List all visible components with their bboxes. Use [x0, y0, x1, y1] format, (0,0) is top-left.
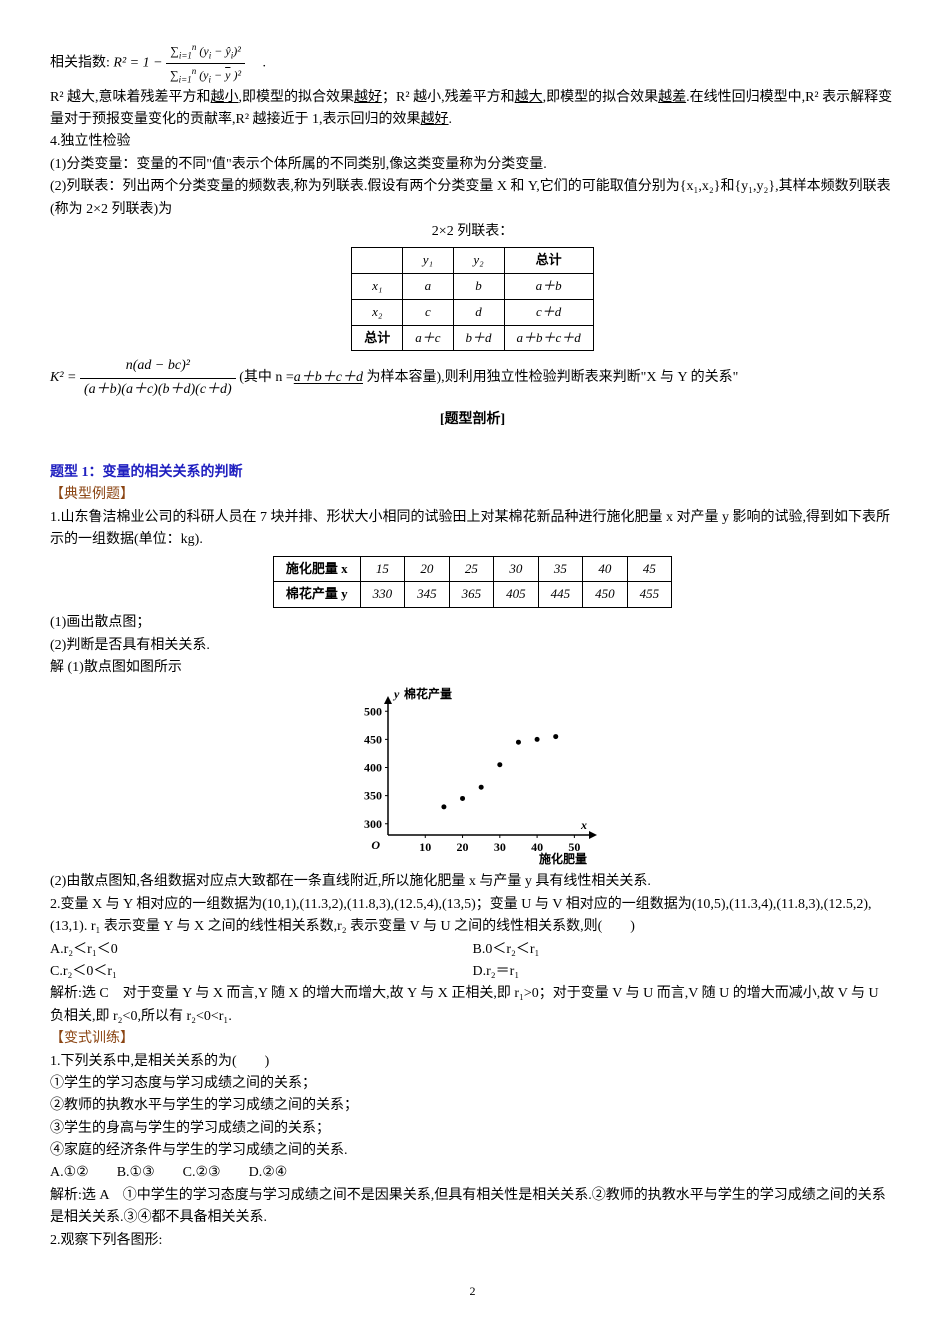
option-d: D.r₂＝r₁: [473, 961, 896, 983]
paragraph-4-1: (1)分类变量：变量的不同"值"表示个体所属的不同类别,像这类变量称为分类变量.: [50, 154, 895, 176]
svg-text:30: 30: [493, 840, 505, 854]
practice-q1-item2: ②教师的执教水平与学生的学习成绩之间的关系；: [50, 1095, 895, 1117]
practice-q1-item3: ③学生的身高与学生的学习成绩之间的关系；: [50, 1118, 895, 1140]
svg-text:400: 400: [364, 761, 382, 775]
option-c: C.r₂＜0＜r₁: [50, 961, 473, 983]
fertilizer-table: 施化肥量 x 15 20 25 30 35 40 45 棉花产量 y 330 3…: [273, 556, 672, 609]
scatter-chart: 3003504004505001020304050Oy棉花产量x施化肥量: [343, 685, 603, 865]
question-2-options-row2: C.r₂＜0＜r₁ D.r₂＝r₁: [50, 961, 895, 983]
solution-1b: (2)由散点图知,各组数据对应点大致都在一条直线附近,所以施化肥量 x 与产量 …: [50, 871, 895, 893]
svg-text:10: 10: [419, 840, 431, 854]
svg-text:350: 350: [364, 789, 382, 803]
svg-text:棉花产量: 棉花产量: [404, 686, 452, 701]
formula-prefix: 相关指数:: [50, 56, 110, 71]
paragraph-r2-explain: R² 越大,意味着残差平方和越小,即模型的拟合效果越好；R² 越小,残差平方和越…: [50, 87, 895, 132]
solution-1: 解 (1)散点图如图所示: [50, 657, 895, 679]
practice-q1: 1.下列关系中,是相关关系的为( ): [50, 1051, 895, 1073]
question-1b: (2)判断是否具有相关关系.: [50, 635, 895, 657]
section-title-analysis: [题型剖析]: [50, 409, 895, 431]
svg-text:x: x: [580, 818, 587, 832]
svg-text:O: O: [371, 838, 380, 852]
svg-text:y: y: [392, 687, 400, 701]
formula-k2: K² = n(ad − bc)² (a＋b)(a＋c)(b＋d)(c＋d) (其…: [50, 355, 895, 401]
formula-fraction: ∑i=1n (yi − ŷi)² ∑i=1n (yi − y )²: [166, 40, 245, 87]
paragraph-4-2: (2)列联表：列出两个分类变量的频数表,称为列联表.假设有两个分类变量 X 和 …: [50, 176, 895, 221]
page-number: 2: [50, 1282, 895, 1301]
practice-q2: 2.观察下列各图形:: [50, 1230, 895, 1252]
solution-2: 解析:选 C 对于变量 Y 与 X 而言,Y 随 X 的增大而增大,故 Y 与 …: [50, 983, 895, 1028]
question-2-options: A.r₂＜r₁＜0 B.0＜r₂＜r₁: [50, 939, 895, 961]
svg-text:施化肥量: 施化肥量: [538, 851, 586, 865]
option-a: A.r₂＜r₁＜0: [50, 939, 473, 961]
practice-label: 【变式训练】: [50, 1028, 895, 1050]
question-2: 2.变量 X 与 Y 相对应的一组数据为(10,1),(11.3,2),(11.…: [50, 894, 895, 939]
svg-text:500: 500: [364, 705, 382, 719]
practice-q1-item4: ④家庭的经济条件与学生的学习成绩之间的关系.: [50, 1140, 895, 1162]
option-b: B.0＜r₂＜r₁: [473, 939, 896, 961]
practice-q1-item1: ①学生的学习态度与学习成绩之间的关系；: [50, 1073, 895, 1095]
practice-q1-options: A.①② B.①③ C.②③ D.②④: [50, 1162, 895, 1184]
example-label: 【典型例题】: [50, 484, 895, 506]
question-1a: (1)画出散点图；: [50, 612, 895, 634]
question-1: 1.山东鲁洁棉业公司的科研人员在 7 块并排、形状大小相同的试验田上对某棉花新品…: [50, 507, 895, 552]
svg-text:20: 20: [456, 840, 468, 854]
svg-text:450: 450: [364, 733, 382, 747]
heading-4: 4.独立性检验: [50, 131, 895, 153]
svg-text:300: 300: [364, 817, 382, 831]
k2-fraction: n(ad − bc)² (a＋b)(a＋c)(b＋d)(c＋d): [80, 355, 236, 401]
table1-caption: 2×2 列联表：: [50, 221, 895, 243]
type1-heading: 题型 1：变量的相关关系的判断: [50, 462, 895, 484]
contingency-table: y₁ y₂ 总计 x₁ a b a＋b x₂ c d c＋d 总计 a＋c b＋…: [351, 247, 594, 351]
formula-lhs: R² = 1 −: [113, 56, 162, 71]
formula-correlation-index: 相关指数: R² = 1 − ∑i=1n (yi − ŷi)² ∑i=1n (y…: [50, 40, 895, 87]
practice-solution-1: 解析:选 A ①中学生的学习态度与学习成绩之间不是因果关系,但具有相关性是相关关…: [50, 1185, 895, 1230]
